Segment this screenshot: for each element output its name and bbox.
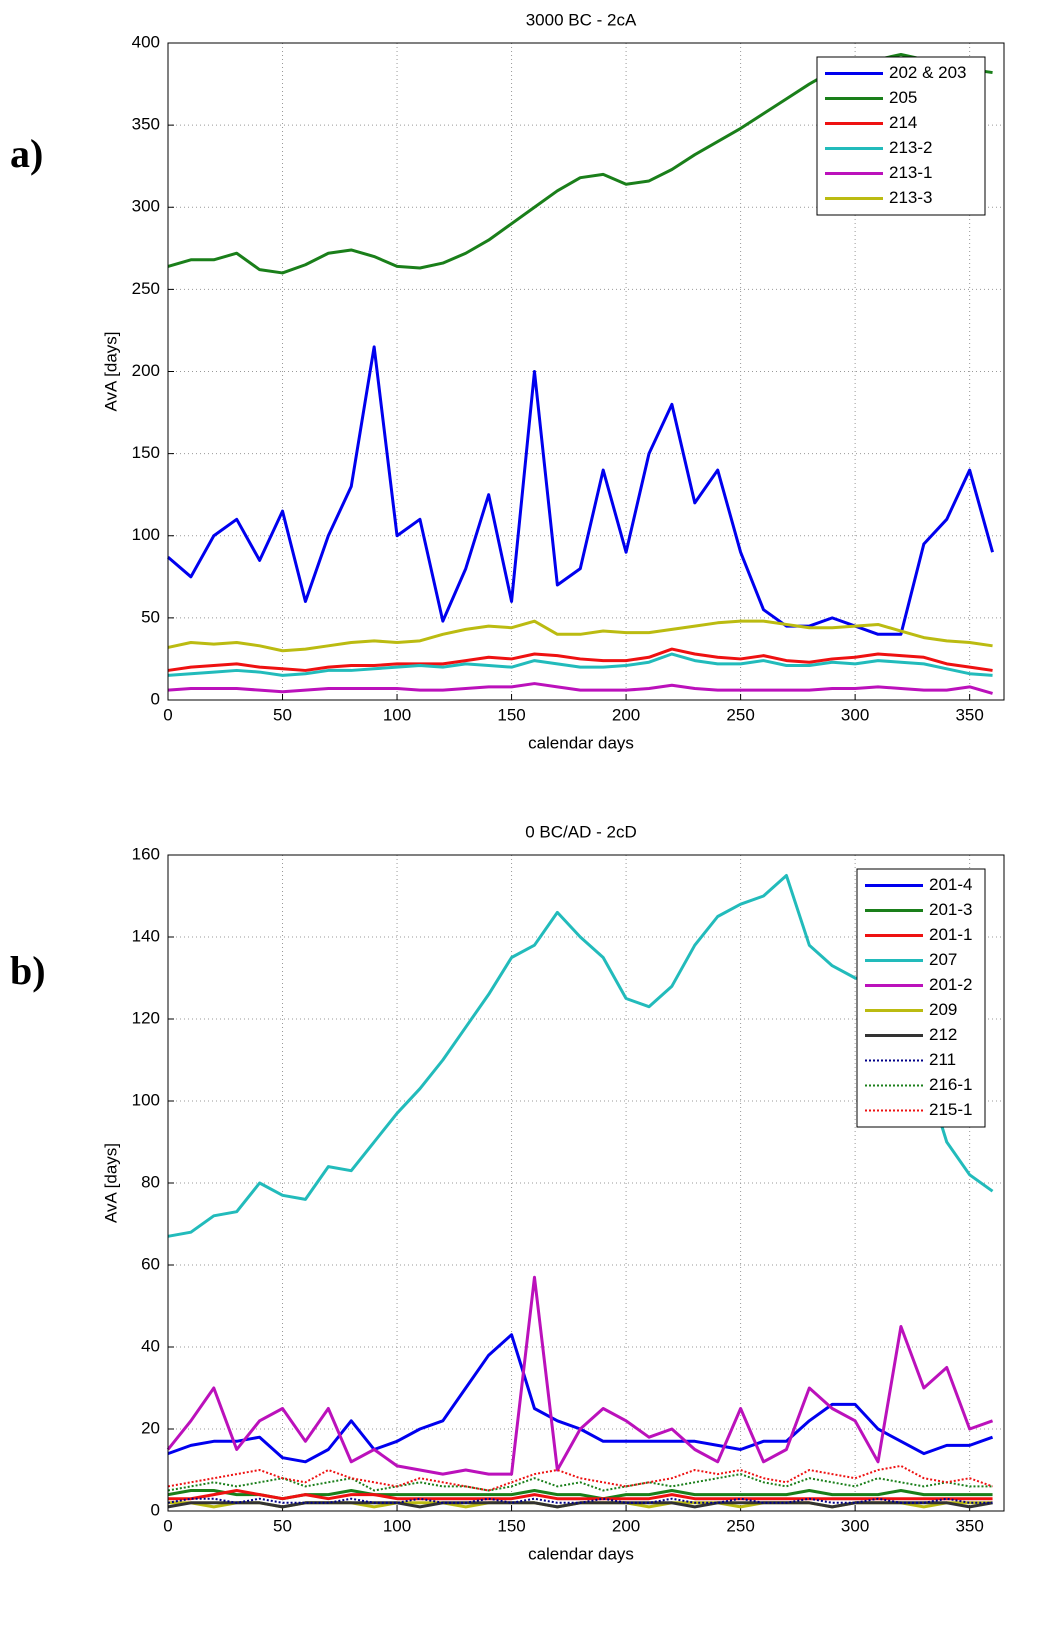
x-tick-label: 0 [163, 1516, 172, 1535]
y-axis-label: AvA [days] [101, 331, 120, 411]
legend-box [816, 56, 986, 216]
panel-label: b) [10, 948, 46, 993]
panel-label: a) [10, 131, 43, 176]
legend-label: 205 [889, 88, 917, 107]
legend-label: 212 [929, 1025, 957, 1044]
x-tick-label: 200 [612, 1516, 640, 1535]
x-tick-label: 200 [612, 705, 640, 724]
x-tick-label: 300 [841, 705, 869, 724]
x-axis-label: calendar days [528, 1544, 634, 1563]
x-tick-label: 50 [273, 705, 292, 724]
y-tick-label: 80 [141, 1172, 160, 1191]
y-tick-label: 300 [132, 197, 160, 216]
x-tick-label: 150 [497, 705, 525, 724]
legend-label: 213-1 [889, 163, 932, 182]
x-tick-label: 300 [841, 1516, 869, 1535]
y-tick-label: 100 [132, 1090, 160, 1109]
series-line [168, 1489, 993, 1501]
chart-title: 0 BC/AD - 2cD [525, 822, 636, 841]
y-tick-label: 140 [132, 926, 160, 945]
series-line [167, 1473, 993, 1492]
legend-label: 202 & 203 [889, 63, 967, 82]
series-line [167, 682, 993, 695]
y-tick-label: 40 [141, 1336, 160, 1355]
legend-label: 209 [929, 1000, 957, 1019]
legend-label: 211 [929, 1050, 956, 1069]
legend-label: 213-2 [889, 138, 932, 157]
x-tick-label: 350 [955, 705, 983, 724]
y-tick-label: 20 [141, 1418, 160, 1437]
y-tick-label: 350 [132, 115, 160, 134]
series-line [167, 647, 993, 672]
x-tick-label: 250 [726, 705, 754, 724]
y-tick-label: 160 [132, 844, 160, 863]
y-tick-label: 150 [132, 443, 160, 462]
legend-label: 216-1 [929, 1075, 972, 1094]
x-tick-label: 100 [383, 1516, 411, 1535]
series-line [167, 1497, 993, 1504]
y-axis-label: AvA [days] [101, 1143, 120, 1223]
y-tick-label: 200 [132, 361, 160, 380]
x-tick-label: 150 [497, 1516, 525, 1535]
x-tick-label: 350 [955, 1516, 983, 1535]
x-tick-label: 0 [163, 705, 172, 724]
legend-label: 214 [889, 113, 917, 132]
series-line [167, 619, 993, 653]
x-tick-label: 250 [726, 1516, 754, 1535]
y-tick-label: 120 [132, 1008, 160, 1027]
chart-title: 3000 BC - 2cA [526, 10, 637, 29]
plot-frame [167, 854, 1005, 1512]
legend-label: 201-4 [929, 875, 972, 894]
y-tick-label: 0 [151, 689, 160, 708]
legend-label: 213-3 [889, 188, 932, 207]
x-axis-label: calendar days [528, 733, 634, 752]
y-tick-label: 50 [141, 607, 160, 626]
y-tick-label: 100 [132, 525, 160, 544]
legend-label: 201-2 [929, 975, 972, 994]
y-tick-label: 60 [141, 1254, 160, 1273]
y-tick-label: 250 [132, 279, 160, 298]
series-line [167, 652, 993, 677]
series-line [167, 874, 994, 1238]
legend-label: 201-3 [929, 900, 972, 919]
series-line [167, 1464, 993, 1492]
legend-label: 207 [929, 950, 957, 969]
y-tick-label: 0 [151, 1500, 160, 1519]
x-tick-label: 50 [273, 1516, 292, 1535]
plot-frame [167, 42, 1005, 701]
series-line [166, 1275, 994, 1476]
legend-label: 201-1 [929, 925, 972, 944]
legend-label: 215-1 [929, 1100, 972, 1119]
x-tick-label: 100 [383, 705, 411, 724]
y-tick-label: 400 [132, 32, 160, 51]
